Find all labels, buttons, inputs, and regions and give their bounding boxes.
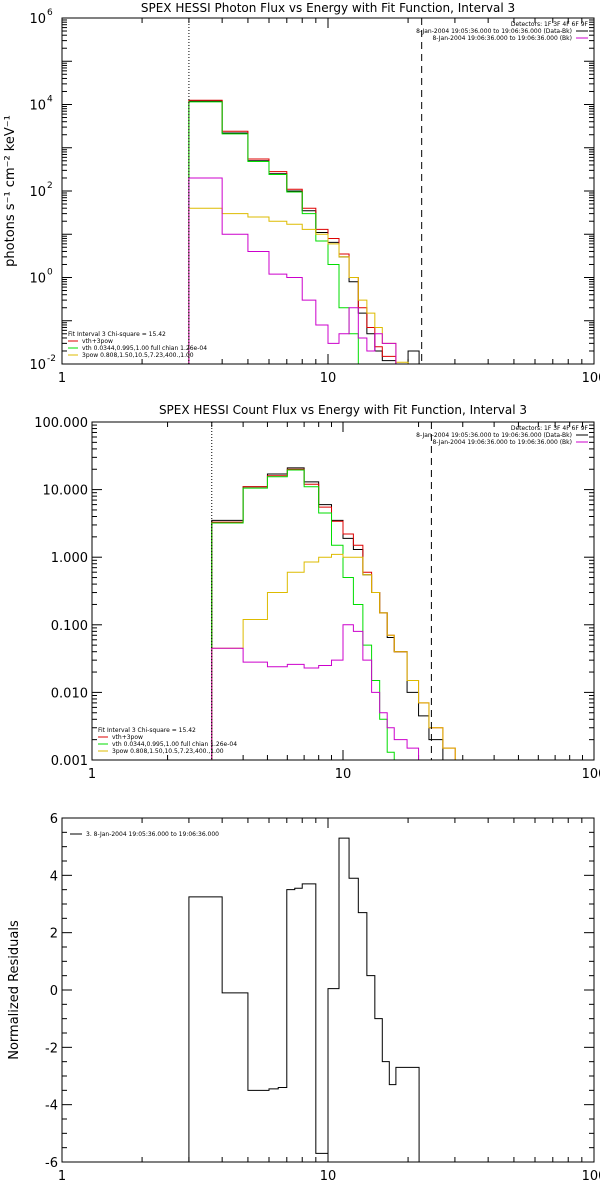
y-tick-label: 1.000 [51, 551, 88, 566]
series-line [188, 207, 409, 364]
x-tick-label: 100 [582, 767, 600, 782]
legend-entry: 3. 8-Jan-2004 19:05:36.000 to 19:06:36.0… [86, 831, 219, 838]
y-tick-exponent: 2 [47, 181, 53, 191]
y-tick-label: 2 [50, 927, 58, 942]
y-axis-label: Normalized Residuals [7, 920, 22, 1060]
y-tick-label: 10 [29, 12, 46, 27]
legend-entry: 8-Jan-2004 19:05:36.000 to 19:06:36.000 … [416, 28, 572, 35]
legend-entry: 8-Jan-2004 19:05:36.000 to 19:06:36.000 … [416, 432, 572, 439]
series-line [211, 624, 420, 760]
x-tick-label: 1 [88, 767, 96, 782]
legend-entry: 3pow 0.808,1.50,10.5,7.23,400.,1.00 [112, 748, 224, 755]
chart-title: SPEX HESSI Count Flux vs Energy with Fit… [159, 403, 527, 417]
x-tick-label: 10 [335, 767, 352, 782]
y-tick-label: -2 [45, 1041, 58, 1056]
y-tick-label: 100.000 [34, 416, 88, 431]
y-tick-label: 6 [50, 812, 58, 827]
series-group [188, 99, 420, 364]
y-tick-label: 10 [29, 272, 46, 287]
x-tick-label: 10 [320, 371, 337, 386]
legend-entry: vth 0.0344,0.995,1.00 full chian 1.26e-0… [112, 741, 237, 748]
y-tick-label: 0 [50, 984, 58, 999]
y-tick-label: 10 [29, 185, 46, 200]
x-tick-label: 100 [582, 1169, 600, 1184]
legend-entry: 3pow 0.808,1.50,10.5,7.23,400.,1.00 [82, 352, 194, 359]
legend: Detectors: 1F 3F 4F 6F 9F8-Jan-2004 19:0… [68, 21, 589, 359]
series-line [211, 467, 444, 760]
legend-entry: Fit Interval 3 Chi-square = 15.42 [68, 331, 166, 338]
y-tick-exponent: 6 [47, 8, 53, 18]
chart-title: SPEX HESSI Photon Flux vs Energy with Fi… [141, 1, 515, 15]
series-group [211, 467, 456, 760]
y-tick-exponent: 0 [47, 268, 53, 278]
plot-frame [61, 17, 595, 365]
series-line [211, 553, 456, 760]
series-line [188, 177, 397, 364]
y-axis: -6 -4 -2 0 2 4 6 [45, 812, 594, 1171]
y-tick-label: 10.000 [43, 484, 89, 499]
x-tick-label: 1 [58, 1169, 66, 1184]
legend-entry: vth+3pow [82, 338, 113, 345]
y-tick-label: 0.001 [51, 754, 88, 769]
x-tick-label: 100 [582, 371, 600, 386]
legend-entry: 8-Jan-2004 19:06:36.000 to 19:06:36.000 … [432, 35, 572, 42]
y-tick-label: 0.010 [51, 686, 88, 701]
legend-entry: vth+3pow [112, 734, 143, 741]
chart-panel-2: SPEX HESSI Count Flux vs Energy with Fit… [34, 403, 600, 782]
y-tick-exponent: -2 [47, 354, 56, 364]
plot-frame [61, 817, 595, 1163]
chart-panel-1: SPEX HESSI Photon Flux vs Energy with Fi… [3, 1, 600, 386]
legend-entry: Fit Interval 3 Chi-square = 15.42 [98, 727, 196, 734]
y-tick-label: 0.100 [51, 619, 88, 634]
y-tick-label: 4 [50, 869, 58, 884]
x-tick-label: 10 [320, 1169, 337, 1184]
chart-panel-3: Normalized Residuals 1 10 100 -6 -4 -2 0 2 4 6 3. 8… [7, 812, 600, 1184]
y-tick-exponent: 4 [47, 95, 53, 105]
y-axis-label: photons s⁻¹ cm⁻² keV⁻¹ [3, 115, 18, 267]
y-tick-label: 10 [29, 99, 46, 114]
legend-entry: 8-Jan-2004 19:06:36.000 to 19:06:36.000 … [432, 439, 572, 446]
y-tick-label: -4 [45, 1099, 58, 1114]
series-line [188, 101, 359, 364]
legend: Detectors: 1F 3F 4F 6F 9F8-Jan-2004 19:0… [98, 425, 589, 755]
x-tick-label: 1 [58, 371, 66, 386]
plot-frame [91, 421, 595, 761]
legend-entry: Detectors: 1F 3F 4F 6F 9F [511, 21, 589, 28]
y-tick-label: 10 [29, 358, 46, 373]
legend-entry: vth 0.0344,0.995,1.00 full chian 1.26e-0… [82, 345, 207, 352]
series-group [188, 837, 420, 1162]
legend: 3. 8-Jan-2004 19:05:36.000 to 19:06:36.0… [70, 831, 219, 838]
y-tick-label: -6 [45, 1156, 58, 1171]
legend-entry: Detectors: 1F 3F 4F 6F 9F [511, 425, 589, 432]
series-line [188, 837, 420, 1162]
